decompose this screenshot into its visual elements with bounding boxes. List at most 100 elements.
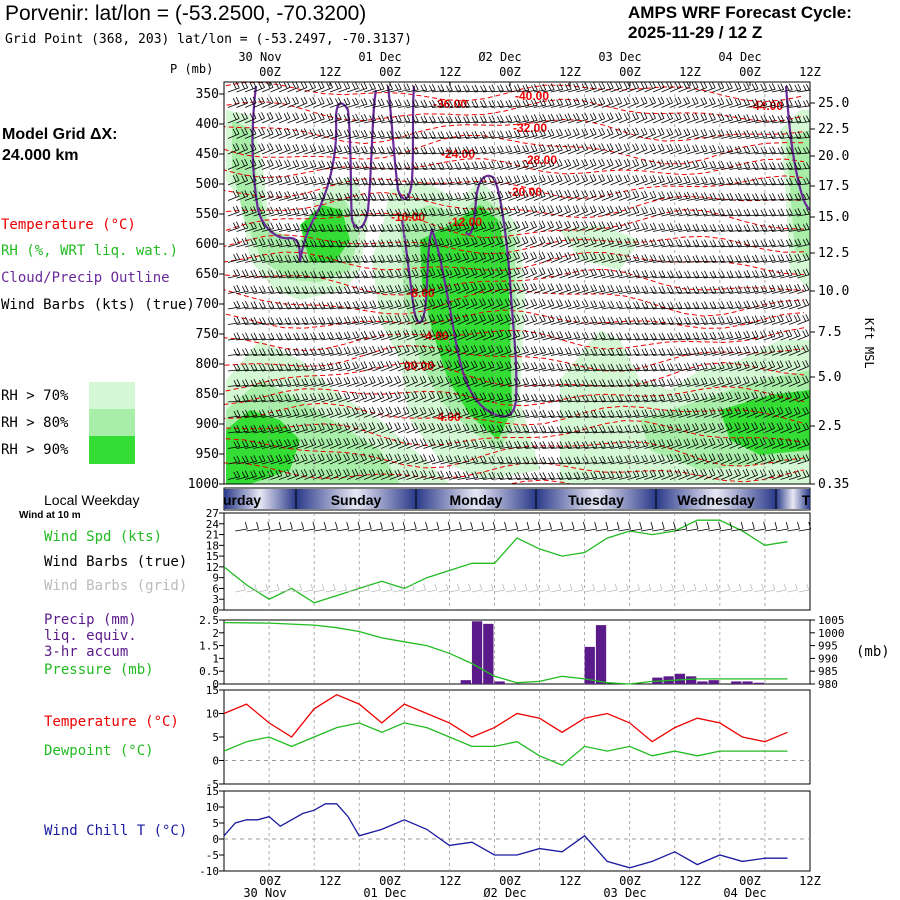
barb-flag xyxy=(507,236,512,243)
barb-shaft xyxy=(287,197,300,201)
barb-shaft xyxy=(695,182,708,186)
barb-shaft xyxy=(627,87,639,93)
barb-flag xyxy=(284,160,288,167)
barb-flag xyxy=(437,178,442,185)
barb-flag xyxy=(320,97,325,104)
barb-flag xyxy=(635,206,640,213)
barb-flag xyxy=(609,158,614,166)
barb-flag xyxy=(746,145,751,153)
barb-flag xyxy=(471,116,476,123)
barb-flag xyxy=(312,176,317,183)
barb-shaft xyxy=(363,88,376,93)
barb-flag xyxy=(269,112,274,119)
wind-barb xyxy=(253,127,265,139)
wind-barb xyxy=(499,221,512,232)
barb-shaft xyxy=(499,196,512,201)
barb-shaft xyxy=(329,182,342,186)
barb-flag xyxy=(726,146,731,153)
barb-shaft xyxy=(703,87,716,93)
barb-flag xyxy=(660,127,665,135)
barb-flag xyxy=(252,158,257,166)
barb-flag xyxy=(437,132,442,139)
wind-barb xyxy=(372,146,385,155)
barb-flag xyxy=(249,159,254,167)
barb-shaft xyxy=(729,103,742,108)
barb-shaft xyxy=(338,198,351,201)
barb-flag xyxy=(428,224,433,231)
barb-flag xyxy=(729,224,734,231)
barb-flag xyxy=(364,239,368,246)
wind-barb xyxy=(355,145,368,155)
wind-barb xyxy=(355,208,368,217)
barb-flag xyxy=(786,224,790,231)
barb-flag xyxy=(649,128,653,136)
barb-shaft xyxy=(627,227,640,232)
barb-shaft xyxy=(287,118,299,124)
wind-barb xyxy=(635,112,648,124)
wind-barb xyxy=(338,97,351,108)
barb-flag xyxy=(437,208,442,216)
wind-barb xyxy=(720,129,734,139)
barb-flag xyxy=(726,82,730,90)
wind-barb xyxy=(465,221,478,232)
wind-barb xyxy=(278,143,291,155)
wind-barb xyxy=(499,190,512,201)
wind-barb xyxy=(244,112,257,124)
barb-flag xyxy=(556,99,560,106)
wind-barb xyxy=(797,177,810,186)
barb-flag xyxy=(623,82,628,89)
barb-flag xyxy=(573,98,577,106)
wind-barb xyxy=(797,84,810,93)
barb-flag xyxy=(691,82,696,89)
barb-flag xyxy=(300,129,305,136)
barb-flag xyxy=(669,238,674,246)
barb-shaft xyxy=(584,103,597,108)
barb-shaft xyxy=(244,117,257,124)
barb-flag xyxy=(593,82,597,89)
wind-barb xyxy=(380,161,394,170)
barb-shaft xyxy=(550,210,563,217)
barb-shaft xyxy=(567,134,580,139)
barb-flag xyxy=(346,145,351,152)
barb-shaft xyxy=(695,229,708,232)
barb-flag xyxy=(652,127,656,135)
barb-flag xyxy=(266,82,271,89)
barb-flag xyxy=(321,223,326,231)
temperature-contour xyxy=(224,327,805,352)
barb-flag xyxy=(772,162,776,169)
wind-barb xyxy=(270,206,283,217)
wind-barb xyxy=(474,145,487,155)
wind-barb xyxy=(406,99,419,108)
barb-flag xyxy=(606,144,611,151)
barb-shaft xyxy=(635,180,648,186)
barb-shaft xyxy=(372,198,385,201)
barb-shaft xyxy=(482,151,495,155)
barb-flag xyxy=(398,193,402,200)
barb-shaft xyxy=(618,118,631,124)
barb-shaft xyxy=(278,86,291,93)
barb-flag xyxy=(318,145,322,152)
barb-flag xyxy=(567,98,572,105)
barb-shaft xyxy=(644,164,656,170)
barb-flag xyxy=(369,209,374,216)
barb-flag xyxy=(777,209,782,216)
barb-shaft xyxy=(338,182,351,186)
barb-flag xyxy=(312,112,317,120)
barb-shaft xyxy=(601,87,614,93)
barb-shaft xyxy=(312,150,325,155)
wind-barb xyxy=(746,146,759,155)
barb-shaft xyxy=(788,121,801,124)
barb-flag xyxy=(295,128,300,135)
wind-barb xyxy=(661,159,674,170)
barb-shaft xyxy=(678,87,690,93)
barb-flag xyxy=(632,191,637,198)
wind-barb xyxy=(431,84,445,93)
wind-barb xyxy=(652,222,666,232)
barb-shaft xyxy=(355,229,368,232)
barb-flag xyxy=(592,174,597,181)
barb-shaft xyxy=(491,120,504,124)
barb-shaft xyxy=(295,197,308,201)
barb-flag xyxy=(789,208,793,215)
wind-barb xyxy=(397,223,411,232)
barb-flag xyxy=(789,177,793,184)
